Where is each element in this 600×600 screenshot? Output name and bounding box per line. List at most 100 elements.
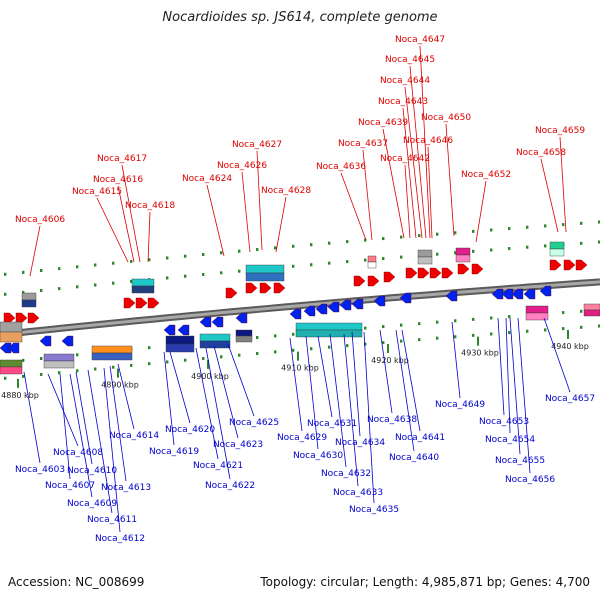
gene-label-bottom: Noca_4634	[335, 438, 385, 448]
gene-label-bottom: Noca_4629	[277, 433, 327, 443]
forward-gene-arrow	[27, 312, 40, 324]
tick-dot	[292, 264, 295, 268]
gene-label-top: Noca_4659	[535, 126, 585, 136]
gene-label-leader	[402, 107, 417, 239]
tick-dot	[508, 315, 511, 319]
gene-label-leader	[317, 335, 333, 418]
gene-label-leader	[121, 164, 141, 263]
gene-domain-block	[165, 343, 195, 353]
forward-gene-arrow	[273, 282, 286, 294]
tick-dot	[112, 281, 115, 285]
reverse-gene-arrow	[501, 288, 514, 300]
scale-tick-label: 4920 kbp	[371, 356, 409, 365]
gene-label-leader	[103, 367, 121, 533]
gene-label-top: Noca_4627	[232, 140, 282, 150]
tick-dot	[238, 353, 241, 357]
gene-label-bottom: Noca_4622	[205, 481, 255, 491]
gene-label-leader	[404, 164, 411, 239]
map-title: Nocardioides sp. JS614, complete genome	[162, 10, 438, 25]
tick-dot	[238, 269, 241, 273]
tick-dot	[148, 258, 151, 262]
reverse-gene-arrow	[235, 312, 248, 324]
gene-domain-block	[583, 309, 600, 317]
tick-dot	[310, 263, 313, 267]
tick-dot	[490, 248, 493, 252]
tick-dot	[562, 223, 565, 227]
tick-dot	[508, 331, 511, 335]
gene-label-leader	[169, 351, 191, 424]
tick-dot	[40, 269, 43, 273]
tick-dot	[328, 345, 331, 349]
tick-dot	[256, 248, 259, 252]
tick-dot	[130, 279, 133, 283]
tick-dot	[22, 358, 25, 362]
gene-label-leader	[382, 128, 405, 239]
gene-label-leader	[47, 373, 79, 447]
tick-dot	[580, 241, 583, 245]
gene-label-bottom: Noca_4653	[479, 417, 529, 427]
gene-domain-block	[583, 303, 600, 311]
gene-label-bottom: Noca_4621	[193, 461, 243, 471]
gene-label-bottom: Noca_4657	[545, 394, 595, 404]
scale-tick-label: 4900 kbp	[191, 372, 229, 381]
gene-label-leader	[205, 347, 231, 480]
gene-label-leader	[445, 123, 455, 237]
tick-dot	[184, 274, 187, 278]
gene-domain-block	[235, 335, 253, 343]
tick-dot	[166, 360, 169, 364]
gene-label-leader	[195, 347, 219, 460]
scale-tick-label: 4910 kbp	[281, 364, 319, 373]
gene-label-bottom: Noca_4655	[495, 456, 545, 466]
gene-label-bottom: Noca_4625	[229, 418, 279, 428]
gene-label-top: Noca_4643	[378, 97, 428, 107]
scale-tick-label: 4940 kbp	[551, 342, 589, 351]
tick-dot	[418, 322, 421, 326]
forward-gene-arrow	[429, 267, 442, 279]
gene-label-leader	[23, 371, 41, 464]
gene-domain-block	[367, 261, 377, 269]
tick-dot	[400, 255, 403, 259]
forward-gene-arrow	[471, 263, 484, 275]
gene-domain-block	[417, 249, 433, 258]
tick-dot	[364, 326, 367, 330]
tick-dot	[472, 249, 475, 253]
gene-label-leader	[241, 171, 251, 253]
tick-dot	[130, 259, 133, 263]
tick-dot	[346, 240, 349, 244]
gene-label-leader	[505, 317, 511, 434]
gene-label-top: Noca_4658	[516, 148, 566, 158]
gene-label-leader	[206, 184, 225, 257]
tick-dot	[58, 287, 61, 291]
gene-domain-block	[417, 256, 433, 265]
tick-dot	[436, 232, 439, 236]
tick-dot	[4, 292, 7, 296]
tick-dot	[76, 265, 79, 269]
gene-label-leader	[227, 343, 255, 417]
tick-dot	[400, 235, 403, 239]
tick-dot	[40, 357, 43, 361]
gene-label-top: Noca_4615	[72, 187, 122, 197]
tick-dot	[58, 371, 61, 375]
gene-domain-block	[43, 360, 75, 369]
gene-label-leader	[75, 371, 93, 465]
gene-label-bottom: Noca_4654	[485, 435, 535, 445]
tick-dot	[562, 311, 565, 315]
tick-dot	[526, 245, 529, 249]
forward-gene-arrow	[245, 282, 258, 294]
reverse-gene-arrow	[491, 288, 504, 300]
gene-label-bottom: Noca_4620	[165, 425, 215, 435]
tick-dot	[76, 369, 79, 373]
reverse-gene-arrow	[303, 305, 316, 317]
gene-domain-block	[0, 331, 23, 343]
gene-label-bottom: Noca_4638	[367, 415, 417, 425]
tick-dot	[94, 263, 97, 267]
gene-domain-block	[295, 329, 363, 338]
gene-label-bottom: Noca_4630	[293, 451, 343, 461]
tick-dot	[436, 320, 439, 324]
gene-label-leader	[363, 331, 375, 504]
gene-label-leader	[540, 158, 559, 233]
tick-dot	[220, 251, 223, 255]
gene-label-bottom: Noca_4641	[395, 433, 445, 443]
gene-label-top: Noca_4616	[93, 175, 143, 185]
tick-dot	[346, 260, 349, 264]
